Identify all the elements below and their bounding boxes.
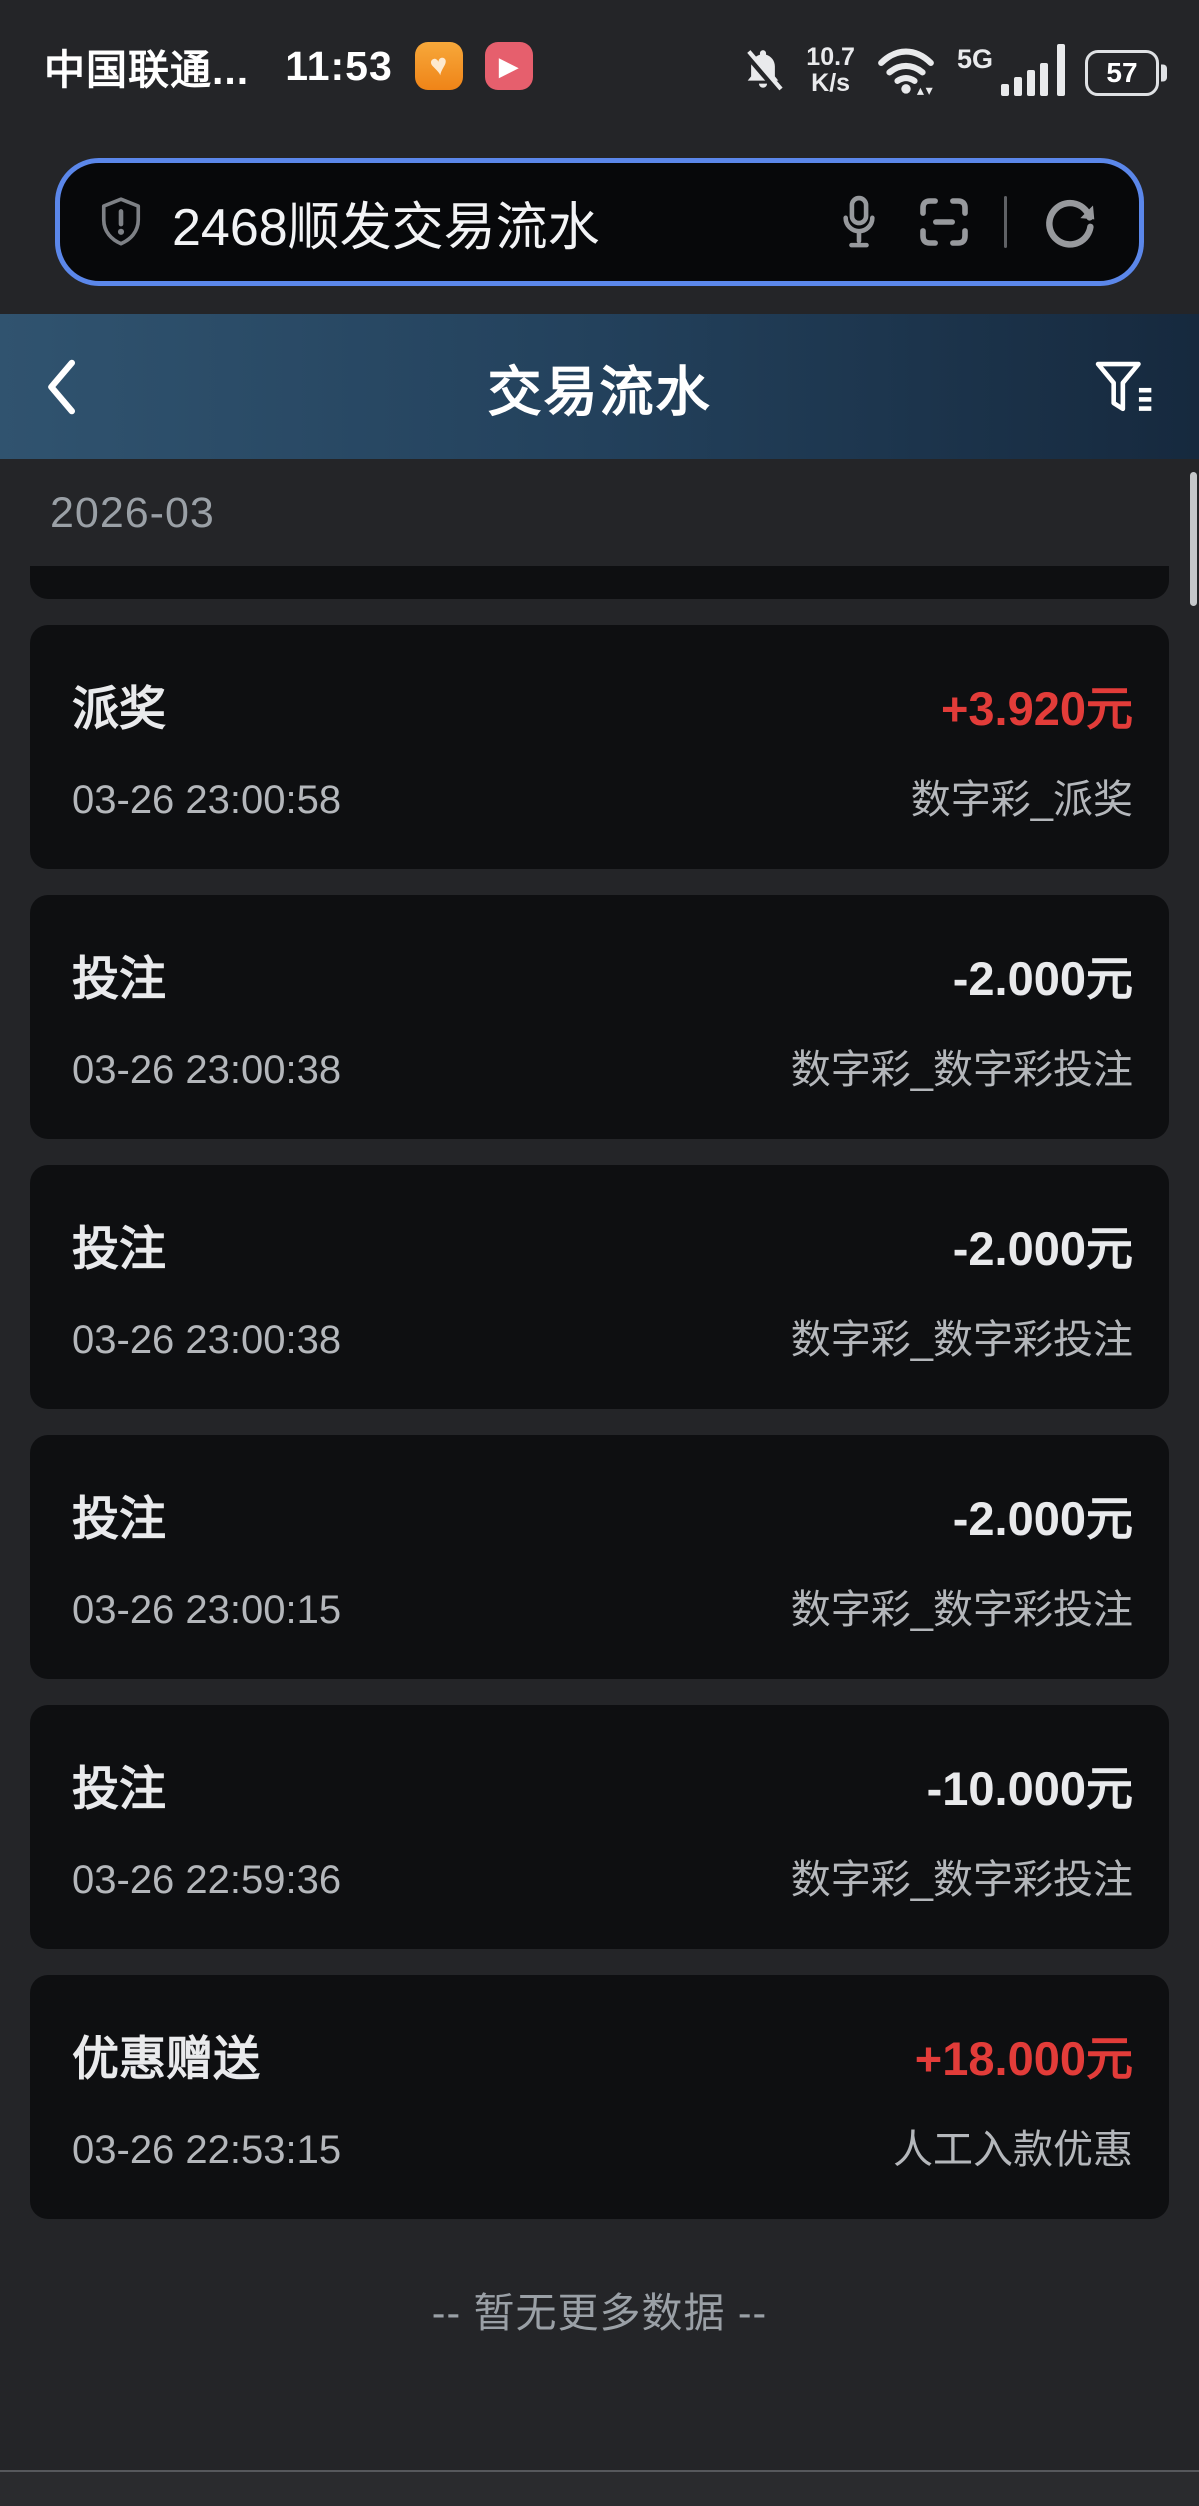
transaction-category: 数字彩_数字彩投注 — [790, 1317, 1133, 1362]
browser-bottom-bar — [0, 2470, 1199, 2506]
transaction-amount: +3.920元 — [940, 681, 1133, 735]
transaction-card[interactable]: 投注 -2.000元 03-26 23:00:38 数字彩_数字彩投注 — [30, 895, 1169, 1139]
transaction-time: 03-26 22:53:15 — [72, 2127, 342, 2172]
transaction-category: 数字彩_数字彩投注 — [790, 1857, 1133, 1902]
transaction-list: 2026-03 派奖 +3.920元 03-26 23:00:58 数字彩_派奖… — [0, 489, 1199, 2339]
page-title: 交易流水 — [487, 362, 712, 422]
network-speed: 10.7 K/s — [806, 43, 855, 97]
signal-strength-icon: 5G — [957, 44, 1065, 96]
transaction-type: 派奖 — [72, 681, 166, 735]
toolbar-divider — [1004, 196, 1007, 248]
voice-search-icon[interactable] — [834, 193, 884, 251]
transaction-type: 投注 — [72, 1761, 166, 1815]
scan-qr-icon[interactable] — [916, 194, 972, 250]
scrollbar-thumb[interactable] — [1190, 472, 1197, 606]
transaction-time: 03-26 22:59:36 — [72, 1857, 342, 1902]
transaction-amount: -2.000元 — [952, 1221, 1133, 1275]
security-shield-icon — [98, 196, 144, 248]
month-label: 2026-03 — [50, 489, 215, 537]
transaction-time: 03-26 23:00:58 — [72, 777, 342, 822]
play-app-icon: ▶ — [484, 42, 533, 90]
transaction-time: 03-26 23:00:38 — [72, 1047, 342, 1092]
transaction-type: 投注 — [72, 1221, 166, 1275]
transaction-type: 优惠赠送 — [72, 2031, 260, 2085]
transaction-category: 数字彩_数字彩投注 — [790, 1047, 1133, 1092]
transaction-amount: -2.000元 — [952, 1491, 1133, 1545]
status-time: 11:53 — [285, 42, 393, 89]
refresh-icon[interactable] — [1039, 191, 1101, 253]
no-more-data-label: -- 暂无更多数据 -- — [431, 2290, 768, 2336]
transaction-category: 数字彩_派奖 — [910, 777, 1133, 822]
transaction-type: 投注 — [72, 1491, 166, 1545]
transaction-card[interactable]: 派奖 +3.920元 03-26 23:00:58 数字彩_派奖 — [30, 625, 1169, 869]
transaction-type: 投注 — [72, 951, 166, 1005]
address-bar[interactable]: 2468顺发交易流水 — [55, 158, 1144, 286]
transaction-time: 03-26 23:00:38 — [72, 1317, 342, 1362]
mute-bell-icon — [740, 46, 786, 96]
heart-app-icon: ♥ — [414, 42, 463, 90]
transaction-category: 人工入款优惠 — [893, 2127, 1133, 2172]
battery-level: 57 — [1106, 57, 1138, 88]
transaction-card[interactable]: 投注 -10.000元 03-26 22:59:36 数字彩_数字彩投注 — [30, 1705, 1169, 1949]
transaction-card[interactable]: 投注 -2.000元 03-26 23:00:15 数字彩_数字彩投注 — [30, 1435, 1169, 1679]
transaction-amount: -10.000元 — [926, 1761, 1133, 1815]
transaction-time: 03-26 23:00:15 — [72, 1587, 342, 1632]
page-header: 交易流水 — [0, 314, 1199, 459]
carrier-label: 中国联通... — [44, 47, 250, 93]
status-bar: 中国联通... 11:53 ♥ ▶ 10.7 K/s — [0, 0, 1199, 108]
battery-icon: 57 — [1085, 50, 1159, 96]
wifi-icon — [875, 44, 937, 96]
transaction-card[interactable]: 投注 -2.000元 03-26 23:00:38 数字彩_数字彩投注 — [30, 1165, 1169, 1409]
partial-transaction-card[interactable] — [30, 566, 1169, 599]
transaction-amount: -2.000元 — [952, 951, 1133, 1005]
transaction-amount: +18.000元 — [914, 2031, 1133, 2085]
url-text[interactable]: 2468顺发交易流水 — [172, 198, 600, 257]
back-button[interactable] — [44, 358, 78, 416]
transaction-card[interactable]: 优惠赠送 +18.000元 03-26 22:53:15 人工入款优惠 — [30, 1975, 1169, 2219]
network-type-label: 5G — [956, 44, 993, 74]
filter-button[interactable] — [1093, 359, 1155, 415]
transaction-category: 数字彩_数字彩投注 — [790, 1587, 1133, 1632]
